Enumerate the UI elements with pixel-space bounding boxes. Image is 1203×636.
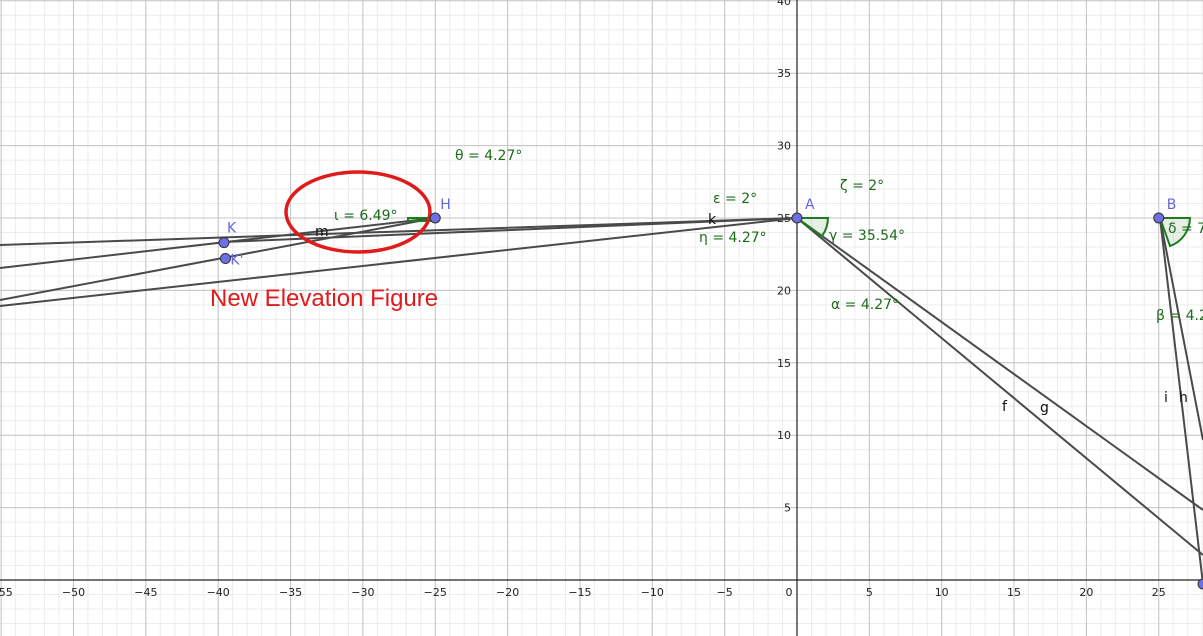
x-tick-label: −5 bbox=[717, 586, 733, 599]
point bbox=[219, 253, 231, 265]
object-label: h bbox=[1179, 390, 1188, 406]
y-tick-label: 15 bbox=[777, 357, 791, 370]
y-tick-label: 40 bbox=[777, 0, 791, 8]
segment bbox=[0, 217, 436, 301]
object-label: m bbox=[315, 224, 329, 240]
angle-label: δ = 7 bbox=[1168, 221, 1203, 237]
segment bbox=[0, 217, 798, 246]
angle-label: ι = 6.49° bbox=[334, 208, 398, 224]
point bbox=[1197, 578, 1203, 590]
highlight-ellipse bbox=[284, 170, 432, 254]
x-tick-label: −40 bbox=[207, 586, 230, 599]
point bbox=[429, 212, 441, 224]
y-tick-label: 20 bbox=[777, 284, 791, 297]
labels: θ = 4.27° ε = 2° ζ = 2° η = 4.27° γ = 35.54°… bbox=[315, 148, 1203, 416]
point bbox=[218, 237, 230, 249]
y-tick-label: 10 bbox=[777, 429, 791, 442]
x-tick-label: −35 bbox=[279, 586, 302, 599]
angle-label: ζ = 2° bbox=[840, 178, 884, 194]
x-tick-label: 20 bbox=[1079, 586, 1093, 599]
object-label: i bbox=[1164, 390, 1168, 406]
x-tick-label: −25 bbox=[424, 586, 447, 599]
annotation: New Elevation Figure bbox=[210, 285, 438, 312]
x-tick-label: −10 bbox=[641, 586, 664, 599]
x-tick-label: 10 bbox=[935, 586, 949, 599]
angle-label: ε = 2° bbox=[713, 191, 757, 207]
x-tick-label: 5 bbox=[866, 586, 873, 599]
y-tick-label: 5 bbox=[784, 502, 791, 515]
object-label: f bbox=[1002, 399, 1008, 415]
angle-label: η = 4.27° bbox=[699, 230, 767, 246]
segment bbox=[0, 217, 798, 307]
x-tick-label: −20 bbox=[496, 586, 519, 599]
y-tick-label: 35 bbox=[777, 67, 791, 80]
x-tick-label: −30 bbox=[351, 586, 374, 599]
point-label: H bbox=[440, 197, 451, 213]
segment bbox=[796, 217, 1203, 556]
x-tick-label: 25 bbox=[1152, 586, 1166, 599]
segment bbox=[796, 217, 1203, 511]
angle-label: γ = 35.54° bbox=[829, 228, 905, 244]
segment bbox=[223, 217, 798, 243]
angle-arc bbox=[793, 217, 830, 238]
angle-label: θ = 4.27° bbox=[455, 148, 522, 164]
point-label: A bbox=[805, 197, 815, 213]
x-tick-label: 0 bbox=[786, 586, 793, 599]
x-tick-label: 15 bbox=[1007, 586, 1021, 599]
point bbox=[1153, 212, 1165, 224]
angle-label: α = 4.27° bbox=[831, 297, 899, 313]
object-label: g bbox=[1040, 400, 1049, 416]
point-label: B bbox=[1167, 197, 1177, 213]
point-label: K' bbox=[230, 253, 243, 269]
x-tick-label: −50 bbox=[62, 586, 85, 599]
x-tick-label: −55 bbox=[0, 586, 13, 599]
segment bbox=[1159, 217, 1203, 441]
object-label: k bbox=[708, 212, 717, 228]
point-label: K bbox=[227, 221, 237, 237]
segment bbox=[1159, 217, 1203, 585]
angle-label: β = 4.2 bbox=[1156, 308, 1203, 324]
segments bbox=[0, 217, 1203, 585]
x-tick-label: −45 bbox=[134, 586, 157, 599]
angle-arc bbox=[1158, 217, 1192, 248]
y-tick-label: 30 bbox=[777, 140, 791, 153]
point bbox=[791, 212, 803, 224]
segment bbox=[0, 217, 436, 269]
x-tick-label: −15 bbox=[568, 586, 591, 599]
points: A B H K K' bbox=[218, 197, 1177, 269]
